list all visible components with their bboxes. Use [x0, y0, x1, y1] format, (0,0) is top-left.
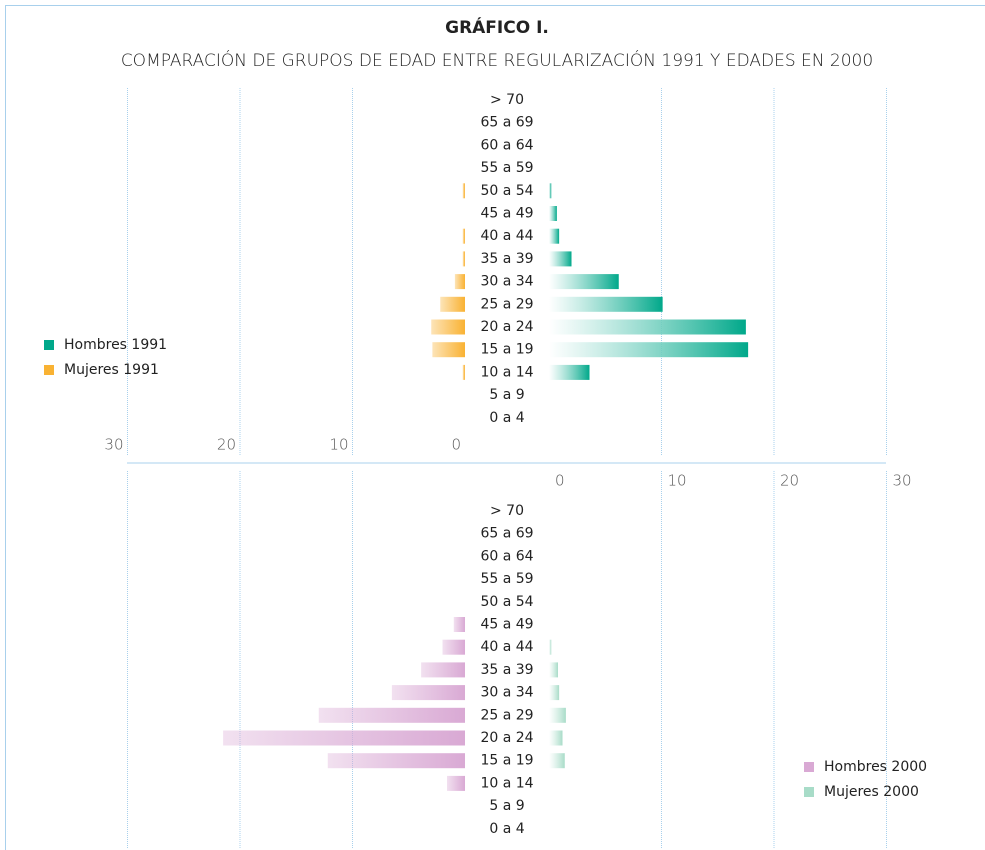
- bar: [442, 639, 465, 655]
- category-label: 15 a 19: [480, 753, 533, 769]
- bar: [421, 662, 465, 678]
- category-label: 5 a 9: [489, 798, 524, 814]
- bar: [549, 319, 746, 335]
- bar: [549, 685, 560, 701]
- bar: [327, 753, 465, 769]
- x-tick-label: 10: [329, 436, 348, 454]
- bar: [549, 296, 663, 312]
- category-label: 30 a 34: [480, 685, 533, 701]
- bar: [453, 617, 465, 632]
- bar: [549, 639, 552, 655]
- category-label: 55 a 59: [480, 160, 533, 176]
- bar: [431, 319, 465, 335]
- category-label: 50 a 54: [480, 594, 533, 610]
- category-label: 65 a 69: [480, 115, 533, 131]
- bar: [432, 342, 465, 358]
- bar: [549, 753, 565, 769]
- x-tick-label: 10: [668, 472, 687, 490]
- legend-swatch: [804, 787, 814, 797]
- category-label: 20 a 24: [480, 730, 533, 746]
- legend-swatch: [44, 365, 54, 375]
- category-label: 55 a 59: [480, 571, 533, 587]
- bar: [549, 730, 563, 746]
- bar: [223, 730, 465, 746]
- category-label: 40 a 44: [480, 639, 533, 655]
- category-label: 30 a 34: [480, 274, 533, 290]
- category-label: 20 a 24: [480, 319, 533, 335]
- bar: [549, 364, 590, 380]
- bar: [549, 342, 749, 358]
- category-label: 45 a 49: [480, 617, 533, 633]
- x-tick-label: 30: [893, 472, 912, 490]
- bar: [318, 707, 465, 723]
- bar: [454, 274, 465, 290]
- legend-swatch: [804, 762, 814, 772]
- chart-title: GRÁFICO I.: [445, 16, 549, 38]
- category-label: 10 a 14: [480, 775, 533, 791]
- category-label: 35 a 39: [480, 251, 533, 267]
- bar: [462, 228, 465, 244]
- category-label: 0 a 4: [489, 821, 524, 837]
- category-label: 5 a 9: [489, 387, 524, 403]
- bar: [462, 364, 465, 380]
- bar: [549, 274, 619, 290]
- bar: [440, 296, 465, 312]
- bar: [447, 775, 465, 791]
- bar: [549, 707, 566, 723]
- bar: [462, 251, 465, 267]
- legend-swatch: [44, 340, 54, 350]
- legend-label: Mujeres 2000: [824, 784, 919, 800]
- chart-subtitle: COMPARACIÓN DE GRUPOS DE EDAD ENTRE REGU…: [121, 49, 873, 71]
- bar: [549, 251, 572, 267]
- bar: [391, 685, 465, 701]
- category-label: 60 a 64: [480, 548, 533, 564]
- category-label: 0 a 4: [489, 410, 524, 426]
- legend-label: Hombres 2000: [824, 759, 927, 775]
- bar: [549, 228, 560, 244]
- category-label: 50 a 54: [480, 183, 533, 199]
- bar: [462, 183, 465, 199]
- legend-label: Mujeres 1991: [64, 362, 159, 378]
- category-label: 40 a 44: [480, 228, 533, 244]
- category-label: 10 a 14: [480, 364, 533, 380]
- category-label: 15 a 19: [480, 342, 533, 358]
- x-tick-label: 20: [217, 436, 236, 454]
- category-label: > 70: [490, 503, 524, 519]
- category-label: > 70: [490, 92, 524, 108]
- bar: [549, 662, 558, 678]
- x-tick-label: 0: [555, 472, 565, 490]
- category-label: 60 a 64: [480, 137, 533, 153]
- x-tick-label: 0: [451, 436, 461, 454]
- category-label: 35 a 39: [480, 662, 533, 678]
- category-label: 25 a 29: [480, 707, 533, 723]
- x-tick-label: 30: [104, 436, 123, 454]
- legend-label: Hombres 1991: [64, 337, 167, 353]
- bar: [549, 206, 557, 221]
- category-label: 25 a 29: [480, 296, 533, 312]
- category-label: 45 a 49: [480, 206, 533, 222]
- category-label: 65 a 69: [480, 526, 533, 542]
- bar: [549, 183, 552, 199]
- x-tick-label: 20: [780, 472, 799, 490]
